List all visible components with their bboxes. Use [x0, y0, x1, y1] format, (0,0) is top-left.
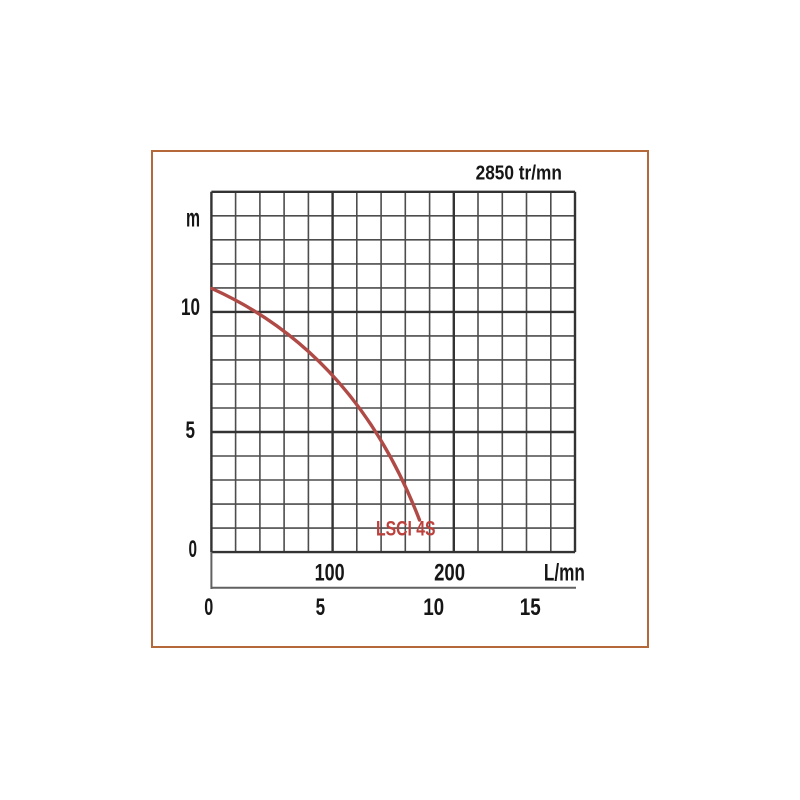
svg-text:L/mn: L/mn: [544, 560, 585, 587]
svg-text:10: 10: [181, 294, 200, 321]
svg-text:10: 10: [423, 594, 444, 621]
svg-text:100: 100: [315, 560, 345, 587]
svg-text:5: 5: [316, 594, 326, 621]
svg-text:0: 0: [204, 594, 213, 621]
svg-text:2850 tr/mn: 2850 tr/mn: [476, 163, 562, 185]
svg-text:0: 0: [189, 536, 198, 563]
svg-text:200: 200: [434, 560, 465, 587]
svg-text:5: 5: [186, 417, 196, 444]
svg-text:LSCI 4S: LSCI 4S: [376, 518, 436, 541]
svg-text:15: 15: [520, 594, 541, 621]
svg-text:m: m: [186, 202, 200, 232]
